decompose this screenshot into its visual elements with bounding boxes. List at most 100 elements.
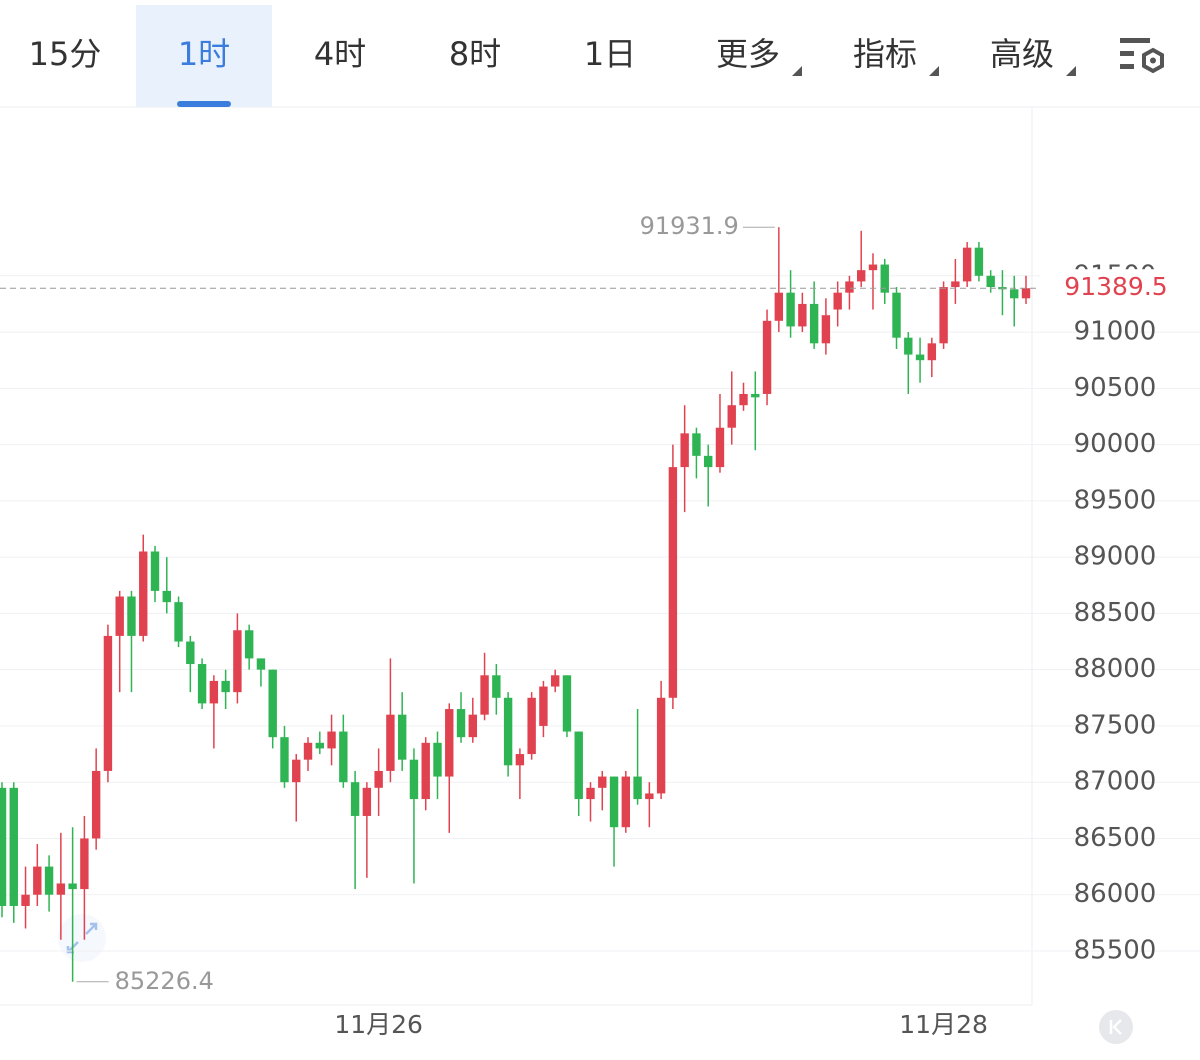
y-tick-label: 87000 (1074, 767, 1157, 797)
reset-button[interactable] (1099, 1010, 1133, 1044)
candle-body (715, 427, 725, 468)
dropdown-caret (792, 66, 802, 76)
candle-body (21, 894, 30, 906)
candle-body (127, 596, 136, 636)
candle-body (727, 405, 736, 428)
candle-body (904, 337, 913, 355)
tab-label[interactable]: 1日 (584, 35, 636, 73)
x-tick-label: 11月28 (899, 1010, 988, 1039)
candle-body (927, 343, 937, 361)
candle-body (233, 630, 242, 693)
candle-body (139, 551, 148, 636)
current-price-label: 91389.5 (1064, 272, 1167, 301)
candle-body (550, 675, 560, 687)
expand-glyph (66, 922, 98, 954)
candle-body (527, 697, 536, 755)
tab-indicator (177, 101, 231, 107)
candle-body (374, 770, 383, 788)
candle-body (857, 270, 866, 282)
icon-bar (1120, 38, 1150, 43)
tab-label[interactable]: 15分 (29, 35, 102, 73)
tab-label[interactable]: 8时 (449, 35, 501, 73)
grid (0, 275, 1200, 952)
candle-body (115, 596, 124, 636)
candle-body (692, 433, 701, 456)
candle-body (574, 731, 583, 800)
candle-body (503, 697, 513, 766)
current-price-box (1040, 269, 1200, 308)
candle-body (91, 770, 101, 839)
candle-body (80, 838, 89, 890)
dropdown-caret (929, 66, 939, 76)
tab-selected-bg (136, 5, 272, 107)
settings-icon[interactable] (1120, 38, 1164, 74)
candle-body (833, 292, 842, 310)
candle-body (150, 551, 160, 591)
icon-dot (1150, 57, 1156, 64)
tab-label[interactable]: 更多 (716, 35, 780, 73)
candle-body (339, 731, 348, 783)
icon-bar (1120, 64, 1134, 69)
candle-body (704, 455, 713, 468)
expand-icon[interactable] (58, 914, 106, 962)
reset-circle (1099, 1010, 1133, 1044)
candle-body (350, 782, 360, 816)
low-label: 85226.4 (115, 967, 214, 995)
icon-bar (1120, 51, 1134, 56)
y-tick-label: 89000 (1074, 542, 1157, 572)
candle-body (386, 714, 395, 771)
tab-label[interactable]: 指标 (853, 35, 917, 73)
candle-body (68, 883, 77, 890)
tab-label[interactable]: 4时 (314, 35, 366, 73)
icon-hex (1142, 47, 1164, 74)
candle-body (315, 742, 324, 749)
candle-body (656, 697, 666, 794)
candle-body (9, 787, 18, 906)
candle-body (680, 433, 689, 468)
candle-body (456, 709, 466, 738)
candle-body (280, 737, 289, 783)
candle-body (562, 675, 572, 732)
candle-body (421, 742, 430, 800)
candle-body (633, 776, 642, 800)
tab-label[interactable]: 高级 (990, 35, 1054, 73)
candle-body (915, 354, 925, 361)
candle-body (609, 776, 619, 828)
candle-body (221, 680, 230, 693)
x-tick-label: 11月26 (334, 1010, 423, 1039)
candle-body (621, 776, 631, 828)
expand-bg (58, 914, 106, 962)
candle-body (292, 759, 301, 783)
candle-body (774, 292, 784, 321)
candle-body (539, 686, 548, 726)
candle-body (845, 281, 854, 293)
y-tick-label: 85500 (1074, 935, 1157, 965)
candle-body (751, 393, 760, 398)
y-tick-label: 89500 (1074, 485, 1157, 515)
candle-body (244, 630, 254, 659)
candles (0, 227, 1031, 982)
candle-body (327, 731, 336, 749)
candle-body (598, 776, 607, 788)
candle-body (445, 709, 454, 777)
y-tick-label: 88500 (1074, 598, 1157, 628)
candle-body (939, 287, 948, 344)
candle-body (492, 675, 501, 698)
candle-body (515, 754, 525, 766)
candle-body (739, 393, 748, 406)
candle-body (986, 275, 995, 288)
candle-body (809, 303, 819, 344)
candle-body (798, 303, 807, 327)
y-tick-label: 90500 (1074, 373, 1157, 403)
candle-body (586, 787, 595, 800)
candle-body (268, 669, 277, 738)
candle-body (103, 635, 113, 771)
tab-label[interactable]: 1时 (178, 35, 230, 73)
candle-body (880, 264, 889, 293)
candle-body (186, 641, 195, 665)
candle-body (256, 658, 266, 670)
candle-body (197, 664, 207, 704)
candle-body (786, 292, 795, 327)
y-tick-label: 88000 (1074, 654, 1157, 684)
